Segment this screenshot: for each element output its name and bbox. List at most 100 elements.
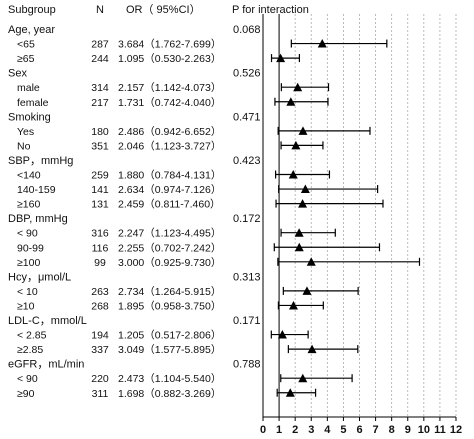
or-point-marker <box>298 199 308 208</box>
row-n: 244 <box>91 53 109 65</box>
row-label: < 2.85 <box>17 330 47 342</box>
row-n: 337 <box>91 344 109 356</box>
header-p: P for interaction <box>232 4 309 16</box>
row-or-ci: 1.731（0.742-4.040） <box>118 97 221 109</box>
x-tick-label: 0 <box>260 424 266 436</box>
x-tick-label: 7 <box>373 424 379 436</box>
row-label: No <box>17 140 31 152</box>
or-point-marker <box>291 140 301 150</box>
row-n: 311 <box>92 388 109 400</box>
group-label: Age, year <box>8 24 55 36</box>
subgroup-rows: Age, year 0.068 <65 287 3.684（1.762-7.699） ≥6… <box>8 24 421 400</box>
group-label: Sex <box>8 68 27 80</box>
row-label: male <box>17 82 40 94</box>
row-label: <65 <box>17 39 35 51</box>
row-n: 314 <box>91 82 109 94</box>
or-point-marker <box>288 300 298 310</box>
row-n: 131 <box>91 199 109 211</box>
row-or-ci: 2.634（0.974-7.126） <box>118 184 221 196</box>
row-or-ci: 1.880（0.784-4.131） <box>118 170 221 182</box>
or-point-marker <box>294 228 304 237</box>
or-point-marker <box>298 373 308 383</box>
row-label: ≥160 <box>17 199 40 211</box>
row-or-ci: 2.486（0.942-6.652） <box>118 126 221 138</box>
or-point-marker <box>288 170 298 179</box>
p-value: 0.526 <box>233 68 261 80</box>
header-subgroup: Subgroup <box>8 4 56 16</box>
x-tick-label: 11 <box>434 424 446 436</box>
row-or-ci: 2.157（1.142-4.073） <box>118 82 221 94</box>
row-label: < 10 <box>17 286 38 298</box>
or-point-marker <box>286 97 296 106</box>
p-value: 0.171 <box>233 315 261 327</box>
row-n: 141 <box>91 184 109 196</box>
row-label: ≥65 <box>17 53 35 65</box>
p-value: 0.471 <box>233 111 261 123</box>
row-or-ci: 3.684（1.762-7.699） <box>118 39 221 51</box>
row-label: ≥2.85 <box>17 344 43 356</box>
x-tick-label: 5 <box>340 424 346 436</box>
row-or-ci: 1.895（0.958-3.750） <box>118 300 221 312</box>
row-n: 116 <box>92 242 109 254</box>
or-point-marker <box>294 242 304 252</box>
row-label: ≥10 <box>17 300 35 312</box>
row-label: ≥90 <box>17 388 35 400</box>
x-tick-label: 8 <box>389 424 395 436</box>
row-label: ≥100 <box>17 257 40 269</box>
or-point-marker <box>307 344 317 354</box>
or-point-marker <box>300 184 310 194</box>
p-value: 0.423 <box>233 155 261 167</box>
row-n: 259 <box>91 170 109 182</box>
row-n: 287 <box>91 39 109 51</box>
header-or: OR（ 95%CI） <box>126 3 201 16</box>
row-n: 263 <box>91 286 109 298</box>
row-or-ci: 2.247（1.123-4.495） <box>118 228 221 240</box>
row-or-ci: 2.459（0.811-7.460） <box>118 199 221 211</box>
row-or-ci: 2.255（0.702-7.242） <box>118 242 221 254</box>
x-tick-label: 3 <box>308 424 314 436</box>
or-point-marker <box>276 53 286 63</box>
row-n: 220 <box>91 373 109 385</box>
or-point-marker <box>298 126 308 135</box>
row-label: < 90 <box>17 228 38 240</box>
row-label: Yes <box>17 126 34 138</box>
row-n: 316 <box>91 228 109 240</box>
group-label: Smoking <box>8 111 51 123</box>
row-n: 180 <box>91 126 109 138</box>
row-or-ci: 2.734（1.264-5.915） <box>118 286 221 298</box>
row-label: <140 <box>17 170 41 182</box>
x-tick-label: 6 <box>356 424 362 436</box>
row-or-ci: 2.473（1.104-5.540） <box>118 373 221 385</box>
or-point-marker <box>306 257 316 266</box>
group-label: SBP，mmHg <box>8 155 73 167</box>
row-n: 194 <box>91 330 109 342</box>
row-label: 90-99 <box>17 242 44 254</box>
p-value: 0.313 <box>233 271 261 283</box>
x-tick-label: 12 <box>450 424 462 436</box>
row-n: 217 <box>91 97 109 109</box>
row-label: < 90 <box>17 373 38 385</box>
row-or-ci: 1.698（0.882-3.269） <box>118 388 221 400</box>
group-label: DBP, mmHg <box>8 213 68 225</box>
row-n: 351 <box>91 140 109 152</box>
or-point-marker <box>302 286 312 295</box>
x-axis: 0 1 2 3 4 5 6 7 8 9 10 11 12 <box>260 14 462 436</box>
grid-lines <box>262 14 457 417</box>
p-value: 0.068 <box>233 24 261 36</box>
row-label: female <box>17 97 49 109</box>
x-tick-label: 9 <box>405 424 411 436</box>
or-point-marker <box>277 330 287 339</box>
or-point-marker <box>317 39 327 48</box>
row-label: 140-159 <box>17 184 56 196</box>
row-or-ci: 2.046（1.123-3.727） <box>118 140 221 152</box>
x-tick-label: 4 <box>324 424 331 436</box>
group-label: eGFR，mL/min <box>8 359 84 371</box>
or-point-marker <box>293 82 303 92</box>
x-tick-label: 10 <box>418 424 430 436</box>
row-or-ci: 3.000（0.925-9.730） <box>118 257 221 269</box>
row-or-ci: 1.095（0.530-2.263） <box>118 53 221 65</box>
x-tick-label: 1 <box>276 424 282 436</box>
row-n: 268 <box>91 300 109 312</box>
p-value: 0.788 <box>233 359 261 371</box>
